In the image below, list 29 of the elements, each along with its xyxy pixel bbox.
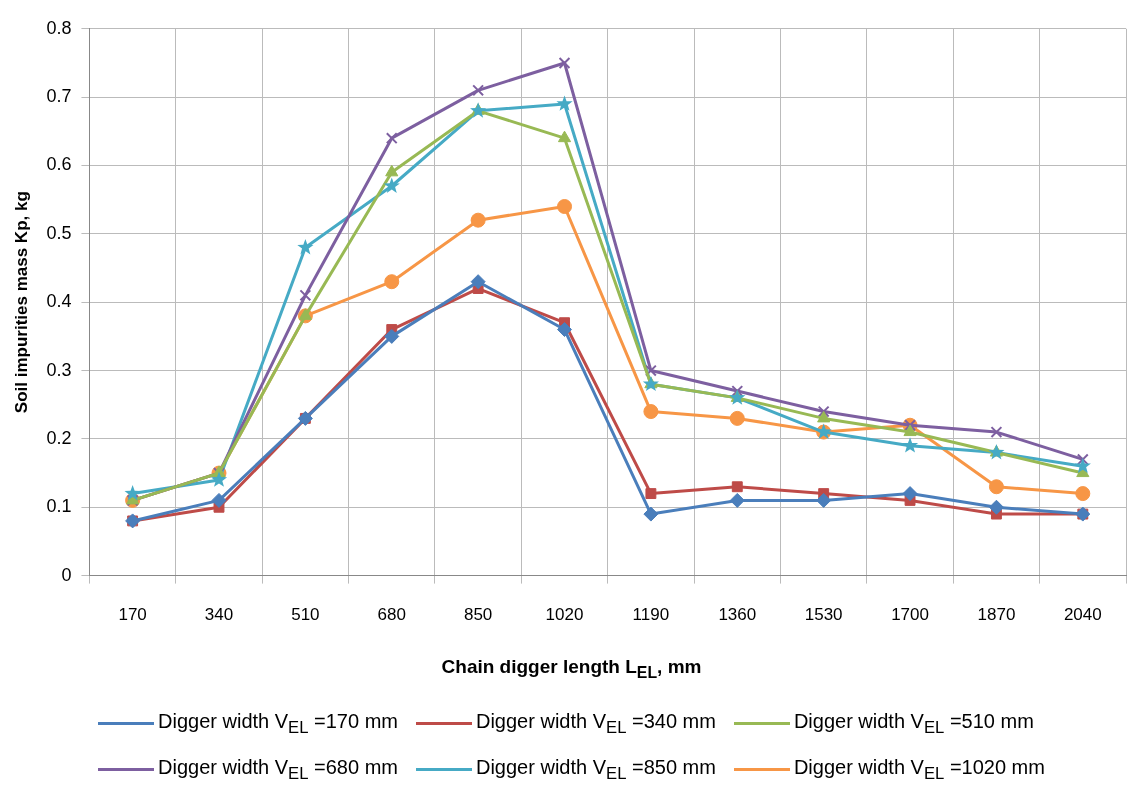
x-tick-label: 680 <box>377 605 406 625</box>
x-tick-label: 510 <box>291 605 320 625</box>
x-tick-label: 2040 <box>1063 605 1102 625</box>
x-tick-label: 1020 <box>545 605 584 625</box>
y-tick-label: 0 <box>61 564 72 585</box>
legend-label: Digger width V$_{EL}$ =510 mm <box>793 709 1034 738</box>
x-tick-label: 1700 <box>891 605 929 625</box>
x-tick-label: 1870 <box>977 605 1016 625</box>
y-tick-label: 0.6 <box>46 154 72 175</box>
x-axis-title: Chain digger length L$_{EL}$, mm <box>440 656 703 682</box>
legend-label: Digger width V$_{EL}$ =680 mm <box>158 755 398 784</box>
legend-label: Digger width V$_{EL}$ =170 mm <box>158 709 398 738</box>
y-tick-label: 0.4 <box>46 291 72 312</box>
y-tick-label: 0.8 <box>46 17 72 38</box>
y-tick-label: 0.3 <box>46 359 72 380</box>
x-tick-label: 170 <box>118 605 147 625</box>
legend-label: Digger width V$_{EL}$ =1020 mm <box>793 755 1045 784</box>
x-tick-label: 1190 <box>632 605 670 625</box>
x-tick-label: 1360 <box>718 605 757 625</box>
y-tick-label: 0.5 <box>46 222 72 243</box>
x-tick-label: 340 <box>204 605 234 625</box>
y-axis-title: Soil impurities mass Kp, kg <box>11 191 31 414</box>
x-tick-label: 850 <box>463 605 493 625</box>
legend-label: Digger width V$_{EL}$ =340 mm <box>475 709 716 738</box>
x-tick-label: 1530 <box>804 605 843 625</box>
legend-label: Digger width V$_{EL}$ =850 mm <box>475 755 716 784</box>
y-tick-label: 0.7 <box>46 86 72 107</box>
y-tick-label: 0.1 <box>46 496 72 517</box>
y-tick-label: 0.2 <box>46 427 72 448</box>
